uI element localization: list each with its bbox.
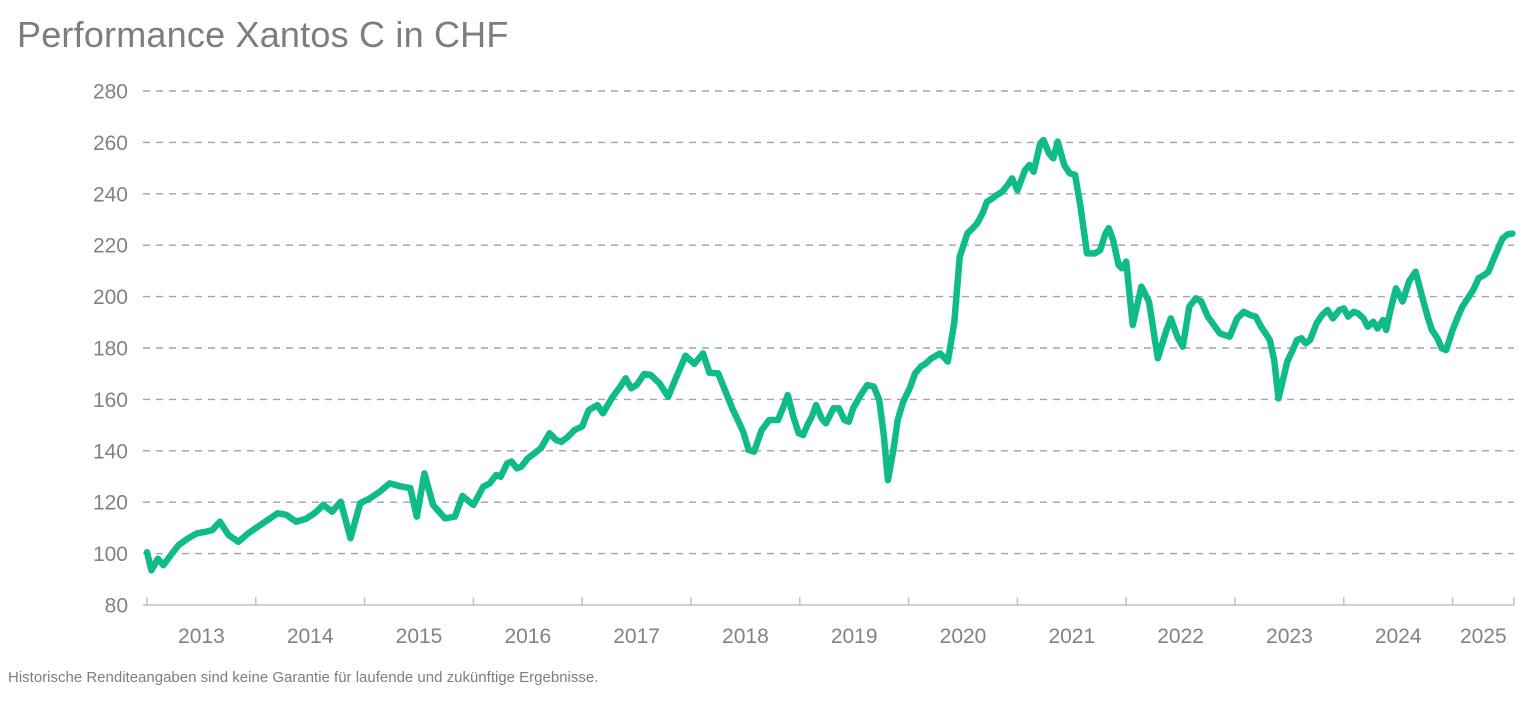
y-axis-label: 220 [93,235,128,258]
x-axis-label: 2020 [940,625,987,648]
y-axis-label: 160 [93,389,128,412]
x-axis-label: 2017 [613,625,660,648]
chart-title: Performance Xantos C in CHF [17,14,509,55]
y-axis-label: 80 [105,595,128,618]
x-axis-label: 2019 [831,625,878,648]
x-axis-label: 2023 [1266,625,1313,648]
x-axis-label: 2015 [396,625,443,648]
y-axis-label: 140 [93,440,128,463]
x-axis-label: 2022 [1157,625,1204,648]
y-axis-label: 180 [93,338,128,361]
x-axis-label: 2013 [178,625,225,648]
x-axis-label: 2018 [722,625,769,648]
x-axis-label: 2014 [287,625,334,648]
series-line [143,136,1516,574]
y-axis-label: 240 [93,183,128,206]
y-axis-label: 120 [93,492,128,515]
x-axis-label: 2024 [1375,625,1422,648]
disclaimer-text: Historische Renditeangaben sind keine Ga… [8,669,599,686]
y-axis-label: 280 [93,81,128,104]
x-axis-label: 2021 [1048,625,1095,648]
x-axis-label: 2016 [504,625,551,648]
y-axis-label: 100 [93,543,128,566]
y-axis-label: 260 [93,132,128,155]
x-axis-label: 2025 [1460,625,1507,648]
y-axis-label: 200 [93,286,128,309]
